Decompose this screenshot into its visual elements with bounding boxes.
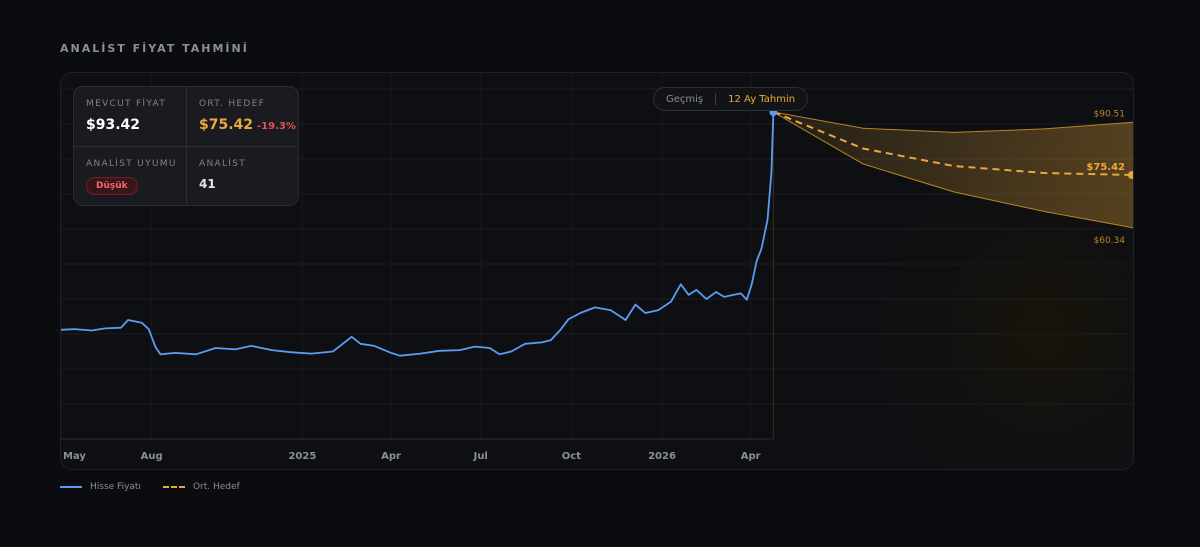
legend-swatch-target [162, 486, 185, 488]
analyst-count-label: ANALİST [199, 159, 247, 169]
analyst-count-cell: ANALİST 41 [186, 146, 298, 205]
x-tick-label: 2025 [288, 451, 316, 462]
current-price-label: MEVCUT FİYAT [86, 99, 167, 109]
stats-panel: MEVCUT FİYAT $93.42 ORT. HEDEF $75.42 -19… [73, 86, 299, 206]
target-change-value: -19.3% [257, 121, 296, 132]
forecast-high-label: $90.51 [1094, 109, 1126, 119]
current-price-cell: MEVCUT FİYAT $93.42 [74, 87, 186, 146]
legend-item-price: Hisse Fiyatı [60, 482, 141, 492]
forecast-low-line [773, 111, 1133, 229]
forecast-band [773, 112, 1133, 228]
chart-legend: Hisse Fiyatı Ort. Hedef [60, 482, 262, 492]
chart-card: $90.51 $75.42 $60.34 May Aug 2025 Apr Jul Oct 202… [60, 72, 1134, 470]
x-tick-label: Apr [741, 451, 761, 462]
legend-swatch-price [60, 486, 82, 488]
average-target-label: ORT. HEDEF [199, 99, 266, 109]
consensus-badge: Düşük [86, 177, 138, 195]
legend-item-target: Ort. Hedef [162, 482, 240, 492]
average-target-cell: ORT. HEDEF $75.42 -19.3% [186, 87, 298, 146]
price-series-line [61, 111, 775, 357]
forecast-high-line [773, 111, 1133, 133]
analyst-count-value: 41 [199, 177, 216, 191]
toggle-divider [715, 93, 717, 105]
current-price-value: $93.42 [86, 117, 141, 133]
x-tick-label: Apr [381, 451, 401, 462]
x-tick-label: May [63, 451, 86, 462]
x-tick-label: Aug [141, 451, 163, 462]
average-target-row: $75.42 -19.3% [199, 117, 298, 133]
legend-label-target: Ort. Hedef [192, 482, 240, 492]
x-tick-label: Oct [562, 451, 581, 462]
consensus-label: ANALİST UYUMU [86, 159, 177, 169]
target-end-marker [1128, 171, 1133, 180]
forecast-target-label: $75.42 [1086, 162, 1125, 173]
forecast-low-label: $60.34 [1094, 236, 1126, 246]
legend-label-price: Hisse Fiyatı [90, 482, 141, 492]
average-target-line [773, 111, 1133, 176]
view-toggle: Geçmiş 12 Ay Tahmin [653, 87, 809, 111]
consensus-cell: ANALİST UYUMU Düşük [74, 146, 186, 205]
x-tick-label: Jul [473, 451, 488, 462]
section-title: ANALİST FİYAT TAHMİNİ [60, 42, 249, 55]
toggle-historical-option[interactable]: Geçmiş [666, 93, 704, 105]
toggle-forecast-option[interactable]: 12 Ay Tahmin [728, 93, 796, 105]
x-tick-label: 2026 [648, 451, 676, 462]
average-target-value: $75.42 [199, 117, 254, 133]
